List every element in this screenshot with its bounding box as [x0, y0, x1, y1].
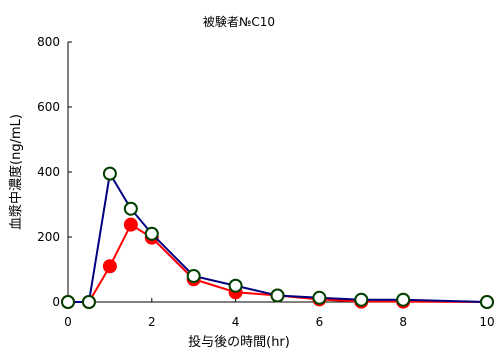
- series-0-point: [354, 292, 369, 307]
- x-tick-label: 0: [64, 315, 72, 329]
- series-0: [61, 166, 494, 309]
- x-tick-label: 6: [316, 315, 324, 329]
- series-0-point: [312, 290, 327, 305]
- series-0-point: [480, 295, 494, 309]
- series-line-0: [68, 170, 488, 303]
- x-axis-label: 投与後の時間(hr): [188, 334, 290, 350]
- series-layer: [61, 166, 494, 309]
- x-tick-label: 8: [399, 315, 407, 329]
- series-0-point: [81, 295, 96, 309]
- series-1-point: [123, 217, 138, 232]
- series-0-point: [396, 292, 411, 307]
- x-tick-label: 10: [479, 315, 494, 329]
- y-axis-label: 血漿中濃度(ng/mL): [8, 114, 24, 230]
- y-tick-label: 600: [37, 100, 60, 114]
- series-0-point: [186, 269, 201, 283]
- y-tick-label: 0: [52, 295, 60, 309]
- series-0-point: [123, 201, 138, 216]
- x-tick-label: 2: [148, 315, 156, 329]
- series-0-point: [144, 226, 159, 241]
- series-1-point: [102, 259, 117, 274]
- series-0-point: [102, 166, 117, 181]
- series-0-point: [61, 295, 75, 309]
- y-tick-label: 400: [37, 165, 60, 179]
- series-0-point: [270, 288, 285, 303]
- y-tick-label: 800: [37, 35, 60, 49]
- y-tick-label: 200: [37, 230, 60, 244]
- x-tick-label: 4: [232, 315, 240, 329]
- series-0-point: [228, 278, 243, 293]
- chart-title: 被験者№C10: [203, 14, 275, 29]
- y-ticks: 0 200 400 600 800: [37, 35, 72, 309]
- axes: [67, 42, 487, 303]
